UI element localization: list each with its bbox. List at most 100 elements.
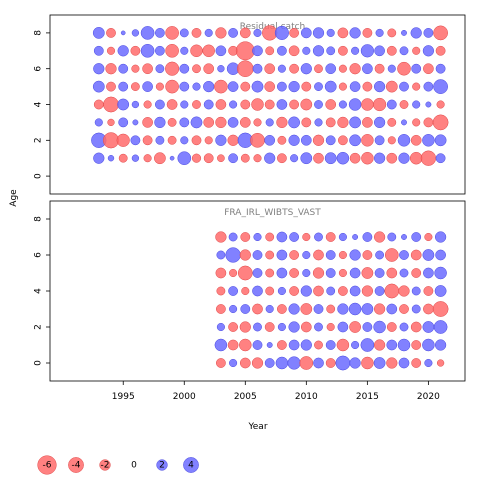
residual-bubble <box>312 267 325 279</box>
residual-bubble <box>325 99 337 110</box>
residual-bubble <box>106 81 116 92</box>
residual-bubble <box>436 359 445 367</box>
residual-bubble <box>203 99 214 110</box>
residual-bubble <box>313 285 324 297</box>
panel-2: FRA_IRL_WIBTS_VAST 0 2 4 6 8 <box>34 200 466 382</box>
residual-bubble <box>215 134 227 146</box>
residual-bubble <box>107 118 115 127</box>
residual-bubble <box>227 117 239 128</box>
residual-bubble <box>252 340 263 350</box>
residual-bubble <box>436 100 445 109</box>
residual-bubble <box>325 358 336 368</box>
residual-bubble <box>277 340 287 350</box>
residual-bubble <box>423 117 434 128</box>
residual-bubble <box>204 28 213 37</box>
residual-bubble <box>423 303 434 315</box>
residual-bubble <box>239 249 251 261</box>
legend-label: -6 <box>43 461 52 471</box>
residual-bubble <box>325 63 337 75</box>
residual-bubble <box>410 27 422 39</box>
residual-bubble <box>276 249 288 261</box>
residual-bubble <box>103 96 119 113</box>
residual-bubble <box>274 25 289 40</box>
residual-bubble <box>169 155 175 161</box>
residual-bubble <box>288 303 300 315</box>
residual-bubble <box>434 339 447 351</box>
residual-bubble <box>227 339 239 351</box>
residual-bubble <box>142 135 153 146</box>
residual-bubble <box>265 118 274 127</box>
residual-bubble <box>337 303 349 315</box>
residual-bubble <box>351 46 360 55</box>
residual-bubble <box>423 28 434 38</box>
residual-bubble <box>372 97 387 112</box>
residual-bubble <box>301 81 312 92</box>
residual-bubble <box>409 151 423 165</box>
residual-bubble <box>312 45 325 57</box>
residual-bubble <box>277 135 287 145</box>
residual-bubble <box>180 136 189 145</box>
x-tick-label: 2010 <box>295 392 318 402</box>
residual-bubble <box>94 118 103 127</box>
residual-bubble <box>411 232 422 242</box>
residual-bubble <box>349 81 361 92</box>
legend-item: 4 <box>183 457 199 473</box>
y-tick-label: 4 <box>34 288 44 294</box>
residual-bubble <box>235 41 255 61</box>
residual-bubble <box>352 234 359 240</box>
residual-bubble <box>289 232 300 242</box>
residual-bubble <box>348 98 362 111</box>
residual-bubble <box>131 154 140 162</box>
residual-bubble <box>338 64 347 73</box>
residual-bubble <box>241 286 250 296</box>
residual-bubble <box>102 132 120 149</box>
residual-bubble <box>131 64 140 73</box>
residual-bubble <box>276 116 288 129</box>
residual-bubble <box>239 117 251 128</box>
residual-bubble <box>397 338 411 352</box>
residual-bubble <box>385 80 398 93</box>
residual-bubble <box>253 28 262 37</box>
residual-bubble <box>325 250 336 260</box>
residual-bubble <box>313 249 324 261</box>
residual-bubble <box>324 80 337 93</box>
residual-bubble <box>410 134 422 146</box>
residual-bubble <box>165 26 179 40</box>
x-tick-label: 2020 <box>417 392 440 402</box>
residual-bubble <box>399 322 409 332</box>
residual-bubble <box>361 98 374 111</box>
residual-bubble <box>362 63 373 75</box>
x-tick-label: 2015 <box>356 392 379 402</box>
residual-bubble <box>410 249 422 261</box>
residual-bubble <box>434 285 447 297</box>
residual-bubble <box>384 283 400 299</box>
residual-bubble <box>384 248 399 262</box>
residual-bubble <box>289 99 300 110</box>
residual-bubble <box>312 27 325 39</box>
residual-bubble <box>240 81 251 92</box>
residual-bubble <box>386 152 398 164</box>
residual-bubble <box>326 46 336 56</box>
residual-bubble <box>251 80 264 93</box>
y-tick-label: 6 <box>34 252 44 258</box>
residual-bubble <box>277 153 287 164</box>
residual-bubble <box>228 232 238 242</box>
residual-bubble <box>155 45 165 56</box>
y-tick-label: 8 <box>34 30 44 36</box>
residual-bubble <box>387 64 396 73</box>
residual-bubble <box>240 304 251 314</box>
residual-bubble <box>432 114 449 131</box>
residual-bubble <box>398 152 410 164</box>
residual-bubble <box>424 358 433 368</box>
x-tick-label: 2005 <box>234 392 257 402</box>
residual-bubble <box>264 99 275 110</box>
residual-bubble <box>130 82 140 92</box>
residual-bubble <box>192 82 201 91</box>
residual-bubble <box>277 81 287 92</box>
residual-bubble <box>251 357 264 369</box>
residual-bubble <box>398 285 410 297</box>
residual-bubble <box>361 356 374 370</box>
residual-bubble <box>300 321 312 333</box>
residual-bubble <box>374 135 385 146</box>
residual-bubble <box>252 303 263 315</box>
